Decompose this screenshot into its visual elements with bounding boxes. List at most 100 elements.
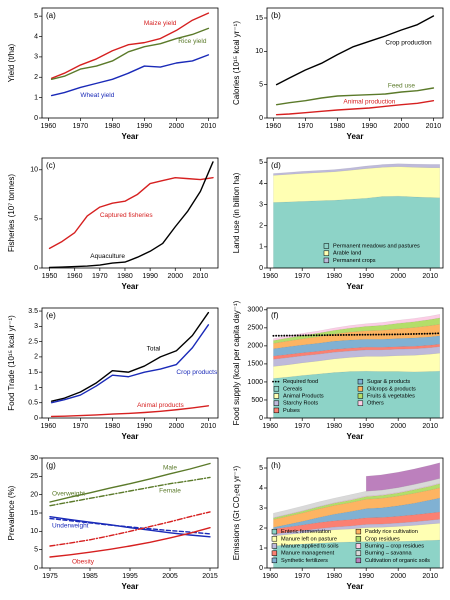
data-line (48, 176, 214, 250)
y-tick-label: 3 (34, 323, 38, 330)
x-tick-label: 1980 (105, 123, 121, 130)
panel-label: (d) (271, 161, 281, 170)
y-tick-label: 0 (34, 115, 38, 122)
y-tick-label: 0 (259, 115, 263, 122)
y-tick-label: 3.5 (28, 308, 38, 315)
legend-label: Manure left on pasture (281, 536, 337, 542)
y-tick-label: 5 (259, 465, 263, 472)
x-tick-label: 1970 (294, 423, 310, 430)
y-axis-label: Land use (in billion ha) (232, 172, 241, 253)
legend-swatch (355, 528, 362, 535)
x-axis-label: Year (347, 132, 364, 141)
y-tick-label: 4 (259, 180, 263, 187)
x-axis-label: Year (347, 582, 364, 591)
panel: Total Crop products Animal products 0 0.5 1 1.… (7, 307, 219, 441)
x-tick-label: 1990 (358, 273, 374, 280)
y-tick-label: 3000 (247, 307, 263, 314)
plot-frame (266, 457, 444, 569)
x-axis-label: Year (122, 282, 139, 291)
data-line (50, 12, 210, 79)
legend-swatch (357, 378, 364, 385)
x-tick-label: 1970 (294, 573, 310, 580)
x-axis-label: Year (122, 132, 139, 141)
x-tick-label: 1950 (42, 273, 58, 280)
x-tick-label: 2000 (167, 273, 183, 280)
y-tick-label: 2 (34, 354, 38, 361)
x-tick-label: 2000 (390, 423, 406, 430)
legend-label: Paddy rice cultivation (365, 529, 418, 535)
y-axis-label: Yield (t/ha) (7, 43, 16, 82)
data-line (49, 476, 211, 507)
plot-frame (41, 7, 219, 119)
panel-label: (f) (271, 311, 279, 320)
legend-swatch (357, 393, 364, 399)
y-tick-label: 0 (34, 415, 38, 422)
data-area (366, 462, 440, 492)
x-axis-label: Year (122, 432, 139, 441)
panel-label: (h) (271, 461, 281, 470)
x-axis-label: Year (347, 282, 364, 291)
panel-label: (b) (271, 11, 281, 20)
y-tick-label: 30 (30, 455, 38, 462)
x-tick-label: 1980 (330, 123, 346, 130)
legend-label: Fruits & vegetables (367, 393, 415, 399)
y-tick-label: 15 (255, 15, 263, 22)
legend-label: Animal Products (283, 393, 324, 399)
series-label: Wheat yield (80, 92, 114, 99)
y-tick-label: 2000 (247, 343, 263, 350)
panel-label: (a) (46, 11, 56, 20)
y-tick-label: 10 (255, 48, 263, 55)
data-line (49, 462, 211, 503)
legend-label: Enteric fermentation (281, 529, 331, 535)
x-tick-label: 1960 (262, 423, 278, 430)
panel: Maize yield Rice yield Wheat yield 0 1 2 3 4 5 19… (7, 7, 219, 141)
legend-swatch (357, 386, 364, 392)
x-tick-label: 1960 (41, 423, 57, 430)
legend-label: Oilcrops & products (367, 386, 416, 392)
legend-swatch (273, 386, 280, 392)
y-axis-label: Emissions (Gt CO₂eq yr⁻¹) (232, 465, 241, 560)
series-label: Aquaculture (90, 253, 125, 260)
x-tick-label: 1980 (326, 573, 342, 580)
x-tick-label: 1970 (92, 273, 108, 280)
y-tick-label: 1 (34, 384, 38, 391)
y-tick-label: 0 (34, 565, 38, 572)
legend-swatch (355, 550, 362, 556)
plot-frame (266, 307, 444, 419)
x-tick-label: 2010 (422, 423, 438, 430)
data-line (275, 99, 435, 116)
legend-label: Pulses (283, 408, 300, 414)
y-axis-label: Food Trade (10¹⁵ kcal yr⁻¹) (7, 315, 16, 411)
x-tick-label: 1960 (41, 123, 57, 130)
y-tick-label: 5 (34, 547, 38, 554)
y-tick-label: 3 (259, 505, 263, 512)
x-tick-label: 1980 (105, 423, 121, 430)
y-tick-label: 0 (259, 265, 263, 272)
y-tick-label: 1500 (247, 361, 263, 368)
series-label: Female (159, 487, 181, 494)
y-tick-label: 2 (34, 74, 38, 81)
panel: 0 1 2 3 4 5 1960 1970 1980 1990 2000 2010 Year Emissi… (232, 457, 444, 591)
plot-frame (41, 457, 219, 569)
x-tick-label: 1985 (82, 573, 98, 580)
legend-label: Cereals (283, 386, 302, 392)
y-tick-label: 1 (259, 244, 263, 251)
series-label: Crop products (176, 369, 218, 376)
x-tick-label: 1990 (137, 423, 153, 430)
x-tick-label: 2010 (201, 423, 217, 430)
legend-label: Arable land (333, 251, 361, 257)
y-axis-label: Food supply (kcal per capita day⁻¹) (232, 300, 241, 425)
x-tick-label: 2000 (394, 123, 410, 130)
y-tick-label: 20 (30, 492, 38, 499)
data-line (49, 526, 211, 558)
legend-swatch (271, 528, 278, 535)
x-tick-label: 1980 (117, 273, 133, 280)
data-area (273, 163, 440, 176)
x-tick-label: 1970 (294, 273, 310, 280)
legend-label: Burning – crop residues (365, 543, 424, 549)
series-label: Animal production (343, 99, 395, 106)
x-tick-label: 2005 (162, 573, 178, 580)
panel-label: (e) (46, 311, 56, 320)
